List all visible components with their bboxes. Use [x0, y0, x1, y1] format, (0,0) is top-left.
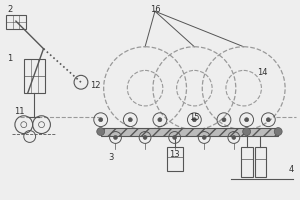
Bar [101, 128, 247, 136]
Circle shape [245, 118, 249, 122]
Text: 15: 15 [189, 113, 200, 122]
Bar [247, 128, 278, 136]
Text: 4: 4 [288, 165, 294, 174]
Bar [241, 147, 253, 177]
Circle shape [192, 118, 196, 122]
Circle shape [128, 118, 132, 122]
Circle shape [222, 118, 226, 122]
Text: 1: 1 [7, 54, 13, 63]
Circle shape [274, 128, 282, 136]
Circle shape [243, 128, 250, 136]
Circle shape [143, 136, 147, 139]
Circle shape [266, 118, 270, 122]
Bar [254, 147, 266, 177]
Text: 12: 12 [91, 81, 101, 90]
Circle shape [173, 136, 177, 139]
Circle shape [202, 136, 206, 139]
Text: 11: 11 [15, 107, 25, 116]
Text: 14: 14 [257, 68, 268, 77]
Text: 16: 16 [150, 5, 160, 14]
Circle shape [113, 136, 118, 139]
Circle shape [99, 118, 103, 122]
Circle shape [97, 128, 105, 136]
Circle shape [232, 136, 236, 139]
Bar [24, 59, 46, 93]
Bar [6, 15, 26, 29]
Bar [167, 147, 182, 171]
Text: 13: 13 [169, 150, 180, 159]
Text: 3: 3 [108, 153, 113, 162]
Text: 2: 2 [7, 5, 13, 14]
Circle shape [158, 118, 162, 122]
